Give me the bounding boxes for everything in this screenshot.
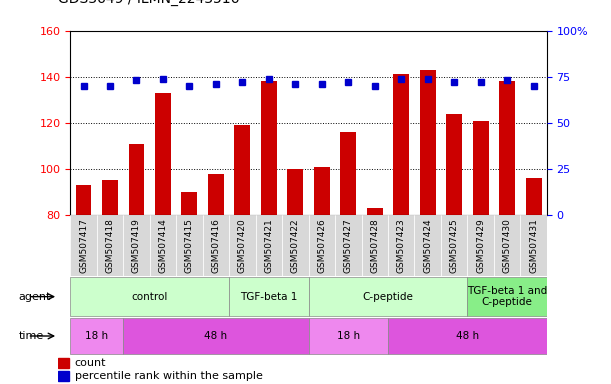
Text: 48 h: 48 h — [456, 331, 479, 341]
Text: GSM507420: GSM507420 — [238, 218, 247, 273]
Bar — [155, 93, 171, 215]
Bar — [388, 318, 547, 354]
Text: GSM507414: GSM507414 — [158, 218, 167, 273]
Bar — [123, 215, 150, 276]
Bar — [208, 174, 224, 215]
Bar — [446, 114, 462, 215]
Text: GSM507431: GSM507431 — [529, 218, 538, 273]
Bar — [420, 70, 436, 215]
Bar — [229, 215, 255, 276]
Bar — [393, 74, 409, 215]
Text: time: time — [18, 331, 43, 341]
Bar — [525, 178, 541, 215]
Text: C-peptide: C-peptide — [362, 291, 414, 302]
Text: GDS3649 / ILMN_2243516: GDS3649 / ILMN_2243516 — [58, 0, 240, 6]
Bar — [58, 371, 68, 381]
Text: GSM507415: GSM507415 — [185, 218, 194, 273]
Text: GSM507417: GSM507417 — [79, 218, 88, 273]
Bar — [335, 215, 362, 276]
Bar — [499, 81, 515, 215]
Text: GSM507418: GSM507418 — [106, 218, 114, 273]
Bar — [388, 215, 414, 276]
Bar — [287, 169, 303, 215]
Bar — [441, 215, 467, 276]
Text: GSM507430: GSM507430 — [503, 218, 511, 273]
Text: GSM507425: GSM507425 — [450, 218, 459, 273]
Bar — [255, 215, 282, 276]
Bar — [123, 318, 309, 354]
Text: count: count — [75, 358, 106, 368]
Bar — [467, 277, 547, 316]
Text: 18 h: 18 h — [337, 331, 360, 341]
Text: 18 h: 18 h — [85, 331, 108, 341]
Bar — [235, 125, 251, 215]
Text: TGF-beta 1 and
C-peptide: TGF-beta 1 and C-peptide — [467, 286, 547, 308]
Bar — [494, 215, 521, 276]
Bar — [150, 215, 176, 276]
Bar — [229, 277, 309, 316]
Bar — [70, 277, 229, 316]
Bar — [58, 358, 68, 368]
Bar — [203, 215, 229, 276]
Bar — [309, 277, 467, 316]
Bar — [309, 318, 388, 354]
Text: GSM507427: GSM507427 — [344, 218, 353, 273]
Bar — [521, 215, 547, 276]
Text: agent: agent — [18, 291, 51, 302]
Text: GSM507416: GSM507416 — [211, 218, 221, 273]
Text: percentile rank within the sample: percentile rank within the sample — [75, 371, 263, 381]
Bar — [128, 144, 144, 215]
Bar — [97, 215, 123, 276]
Bar — [176, 215, 203, 276]
Text: 48 h: 48 h — [204, 331, 227, 341]
Text: GSM507419: GSM507419 — [132, 218, 141, 273]
Text: GSM507424: GSM507424 — [423, 218, 432, 273]
Bar — [414, 215, 441, 276]
Text: GSM507423: GSM507423 — [397, 218, 406, 273]
Bar — [367, 208, 382, 215]
Bar — [314, 167, 330, 215]
Bar — [70, 318, 123, 354]
Bar — [261, 81, 277, 215]
Bar — [362, 215, 388, 276]
Bar — [473, 121, 489, 215]
Bar — [340, 132, 356, 215]
Bar — [70, 215, 97, 276]
Text: GSM507428: GSM507428 — [370, 218, 379, 273]
Bar — [467, 215, 494, 276]
Text: control: control — [131, 291, 168, 302]
Text: TGF-beta 1: TGF-beta 1 — [240, 291, 298, 302]
Text: GSM507426: GSM507426 — [317, 218, 326, 273]
Bar — [76, 185, 92, 215]
Text: GSM507429: GSM507429 — [476, 218, 485, 273]
Text: GSM507421: GSM507421 — [265, 218, 273, 273]
Bar — [102, 180, 118, 215]
Bar — [181, 192, 197, 215]
Text: GSM507422: GSM507422 — [291, 218, 300, 273]
Bar — [309, 215, 335, 276]
Bar — [282, 215, 309, 276]
